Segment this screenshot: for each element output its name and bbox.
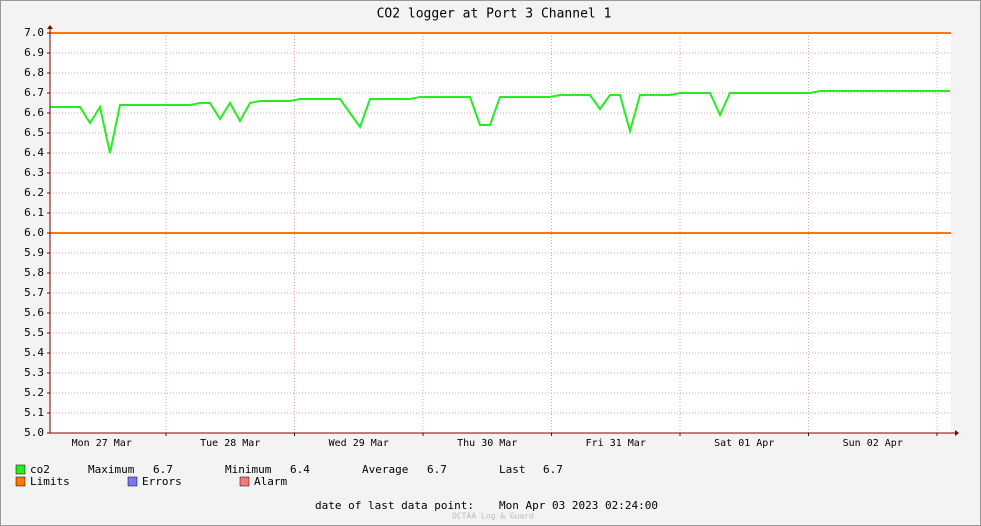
legend-label: Limits — [30, 475, 70, 488]
y-tick-label: 6.7 — [24, 86, 44, 99]
stat-label: Average — [362, 463, 408, 476]
stat-value: 6.7 — [427, 463, 447, 476]
y-tick-label: 6.5 — [24, 126, 44, 139]
y-tick-label: 7.0 — [24, 26, 44, 39]
legend-label: Errors — [142, 475, 182, 488]
stat-value: 6.7 — [153, 463, 173, 476]
legend-swatch — [239, 476, 250, 487]
y-tick-label: 5.4 — [24, 346, 44, 359]
y-tick-label: 6.6 — [24, 106, 44, 119]
marks — [50, 32, 951, 234]
y-tick-label: 6.8 — [24, 66, 44, 79]
x-arrow — [955, 430, 959, 436]
stat-value: 6.4 — [290, 463, 310, 476]
x-tick-label: Sun 02 Apr — [843, 438, 903, 449]
footer-label: date of last data point: — [315, 499, 474, 512]
x-tick-label: Tue 28 Mar — [200, 438, 260, 449]
y-tick-label: 6.0 — [24, 226, 44, 239]
stat-value: 6.7 — [543, 463, 563, 476]
series-line — [50, 90, 950, 154]
stat-label: Minimum — [225, 463, 272, 476]
watermark: OCTAA Log & Guard — [452, 512, 534, 521]
y-tick-label: 5.9 — [24, 246, 44, 259]
y-tick-label: 6.2 — [24, 186, 44, 199]
stat-label: Last — [499, 463, 526, 476]
legend-label: Alarm — [254, 475, 287, 488]
y-tick-label: 5.6 — [24, 306, 44, 319]
y-tick-label: 5.2 — [24, 386, 44, 399]
x-tick-label: Fri 31 Mar — [586, 438, 646, 449]
legend-label: co2 — [30, 463, 50, 476]
x-tick-label: Thu 30 Mar — [457, 438, 517, 449]
stat-label: Maximum — [88, 463, 135, 476]
x-tick-label: Wed 29 Mar — [329, 438, 389, 449]
y-tick-label: 6.9 — [24, 46, 44, 59]
y-tick-label: 6.4 — [24, 146, 44, 159]
y-arrow — [47, 25, 53, 29]
y-tick-label: 5.3 — [24, 366, 44, 379]
y-tick-label: 5.5 — [24, 326, 44, 339]
y-tick-label: 5.1 — [24, 406, 44, 419]
y-tick-label: 6.1 — [24, 206, 44, 219]
legend-swatch — [15, 476, 26, 487]
footer-value: Mon Apr 03 2023 02:24:00 — [499, 499, 658, 512]
legend-swatch — [15, 464, 26, 475]
y-tick-label: 5.7 — [24, 286, 44, 299]
chart-title: CO2 logger at Port 3 Channel 1 — [377, 7, 612, 22]
legend-swatch — [127, 476, 138, 487]
x-tick-label: Mon 27 Mar — [72, 438, 132, 449]
y-tick-label: 6.3 — [24, 166, 44, 179]
y-tick-label: 5.8 — [24, 266, 44, 279]
x-tick-label: Sat 01 Apr — [714, 438, 774, 449]
y-tick-label: 5.0 — [24, 426, 44, 439]
